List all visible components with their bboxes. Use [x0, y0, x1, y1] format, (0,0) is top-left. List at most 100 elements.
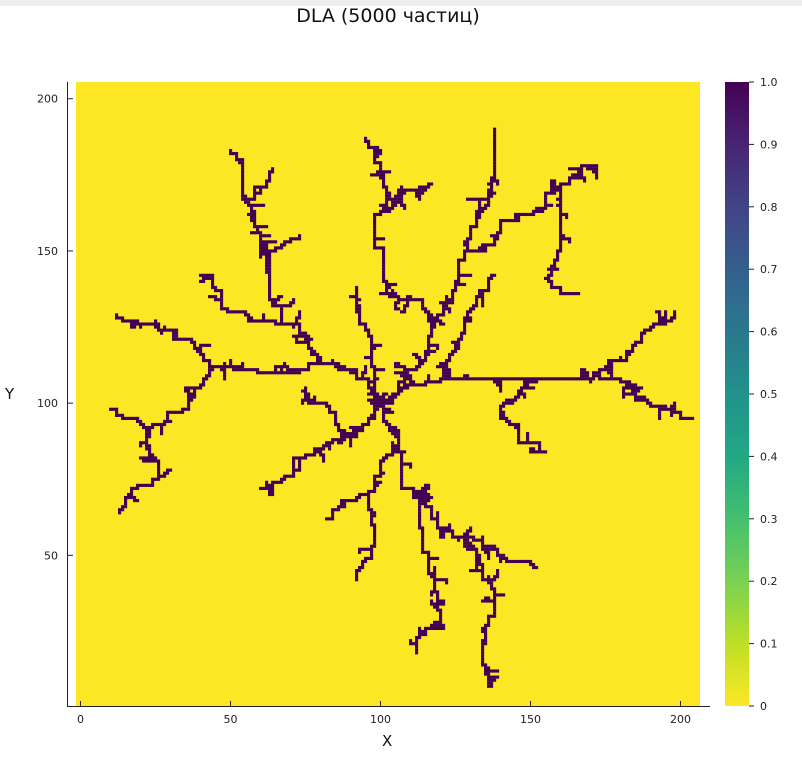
cluster-cell — [469, 310, 473, 314]
cluster-cell — [244, 200, 248, 204]
cluster-cell — [355, 307, 359, 311]
cluster-cell — [430, 325, 434, 329]
cluster-cell — [502, 416, 506, 420]
cluster-cell — [205, 273, 209, 277]
cluster-cell — [427, 495, 431, 500]
cluster-cell — [385, 185, 389, 189]
cluster-cell — [466, 532, 470, 536]
cluster-cell — [298, 234, 302, 238]
cluster-cell — [289, 368, 293, 372]
cluster-cell — [481, 544, 485, 548]
cluster-cell — [259, 255, 263, 259]
cluster-cell — [679, 416, 683, 420]
cluster-cell — [448, 307, 452, 311]
cluster-cell — [433, 620, 437, 624]
cluster-cell — [265, 179, 269, 183]
cluster-cell — [559, 185, 563, 189]
cluster-cell — [391, 453, 395, 457]
cluster-cell — [439, 377, 443, 381]
cluster-cell — [544, 450, 548, 454]
cluster-cell — [328, 444, 332, 448]
cluster-cell — [517, 395, 521, 399]
cluster-cell — [460, 331, 464, 335]
cluster-cell — [637, 389, 641, 393]
cluster-cell — [628, 380, 632, 384]
cluster-cell — [298, 368, 302, 372]
cluster-cell — [301, 401, 305, 405]
cluster-cell — [343, 435, 347, 439]
cluster-cell — [475, 565, 479, 570]
cluster-cell — [433, 380, 437, 384]
cluster-cell — [268, 258, 272, 262]
cluster-cell — [265, 264, 269, 268]
cluster-cell — [364, 492, 368, 497]
cluster-cell — [562, 212, 566, 217]
chart-title: DLA (5000 частиц) — [296, 5, 480, 27]
cluster-cell — [379, 459, 383, 463]
cluster-cell — [499, 593, 503, 597]
cluster-cell — [346, 432, 350, 436]
cluster-cell — [499, 404, 503, 408]
cluster-cell — [340, 441, 344, 445]
cluster-cell — [595, 176, 599, 180]
cluster-cell — [229, 152, 233, 156]
cluster-cell — [463, 282, 467, 287]
cluster-cell — [394, 432, 398, 436]
cluster-cell — [442, 526, 446, 530]
cluster-cell — [400, 480, 404, 484]
cluster-cell — [133, 325, 137, 329]
cluster-cell — [307, 392, 311, 396]
cluster-cell — [481, 249, 485, 253]
cluster-cell — [493, 191, 497, 195]
cluster-cell — [550, 264, 554, 268]
cluster-cell — [337, 438, 341, 442]
cluster-cell — [517, 392, 521, 396]
cluster-cell — [487, 544, 491, 548]
cluster-cell — [202, 273, 206, 277]
cluster-cell — [367, 142, 371, 147]
cluster-cell — [373, 489, 377, 494]
cluster-cell — [277, 246, 281, 250]
cluster-cell — [292, 334, 296, 338]
cluster-cell — [271, 480, 275, 484]
cluster-cell — [484, 632, 488, 637]
cluster-cell — [478, 553, 482, 557]
cluster-cell — [148, 450, 152, 454]
cluster-cell — [691, 416, 695, 420]
cluster-cell — [331, 508, 335, 512]
cluster-cell — [535, 380, 539, 384]
cluster-cell — [469, 529, 473, 533]
cluster-cell — [607, 377, 611, 381]
cluster-cell — [307, 337, 311, 341]
cluster-cell — [268, 288, 272, 293]
cluster-cell — [361, 547, 365, 551]
cluster-cell — [487, 578, 491, 582]
cluster-cell — [199, 279, 203, 283]
cluster-cell — [418, 523, 422, 527]
cluster-cell — [379, 161, 383, 165]
cluster-cell — [529, 441, 533, 445]
cluster-cell — [373, 343, 377, 347]
cluster-cell — [151, 425, 155, 430]
cluster-cell — [439, 611, 443, 615]
cluster-cell — [220, 307, 224, 311]
cluster-cell — [631, 389, 635, 393]
cluster-cell — [241, 164, 245, 168]
cluster-cell — [382, 179, 386, 183]
cluster-cell — [145, 322, 149, 326]
cluster-cell — [136, 319, 140, 323]
cluster-cell — [250, 197, 254, 201]
cluster-cell — [400, 380, 404, 384]
cluster-cell — [544, 206, 548, 210]
cluster-cell — [277, 295, 281, 299]
cluster-cell — [502, 410, 506, 414]
cluster-cell — [472, 377, 476, 381]
cluster-cell — [373, 228, 377, 232]
cluster-cell — [454, 282, 458, 287]
cluster-cell — [439, 365, 443, 369]
cluster-cell — [151, 322, 155, 326]
cluster-cell — [523, 380, 527, 384]
cluster-cell — [253, 319, 257, 323]
cluster-cell — [130, 416, 134, 420]
cluster-cell — [223, 374, 227, 378]
